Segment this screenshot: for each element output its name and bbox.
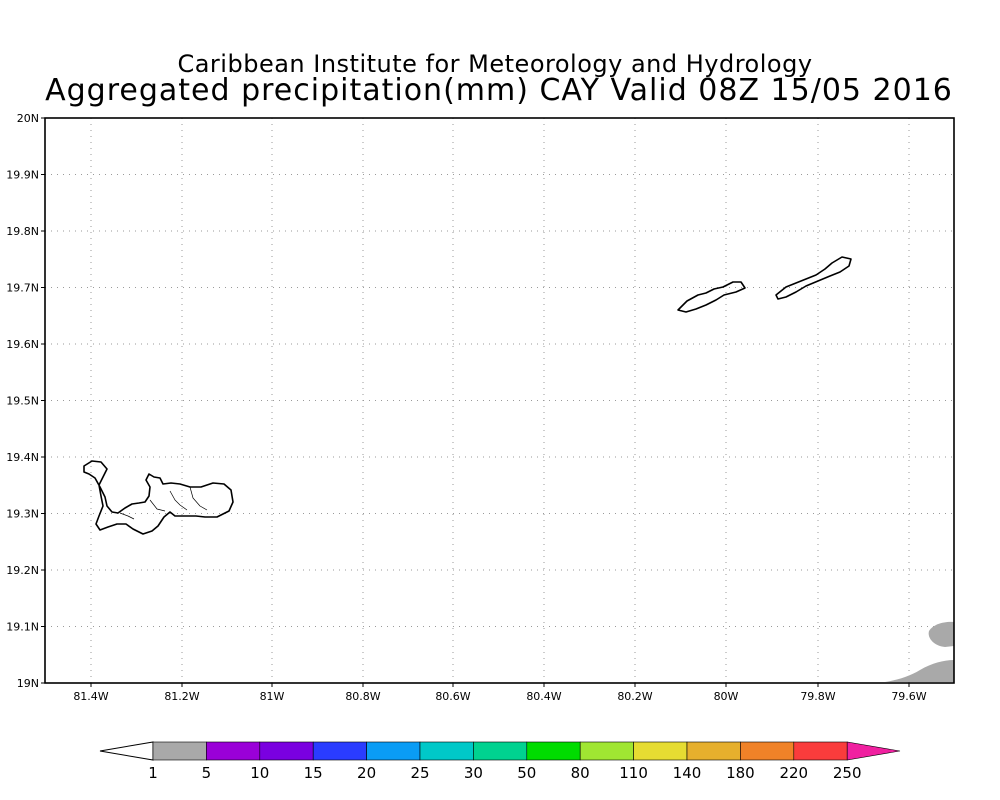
colorbar-swatch bbox=[473, 741, 528, 761]
lon-label: 81.2W bbox=[164, 690, 199, 703]
colorbar-label: 110 bbox=[619, 764, 648, 782]
precipitation-area bbox=[885, 621, 954, 682]
island-grand-cayman bbox=[83, 460, 234, 535]
map-gridlines bbox=[45, 118, 954, 683]
lon-label: 80W bbox=[714, 690, 739, 703]
islands bbox=[83, 256, 852, 535]
lon-label: 79.6W bbox=[891, 690, 926, 703]
colorbar-swatch bbox=[686, 741, 741, 761]
island-little-cayman bbox=[677, 281, 746, 313]
lat-label: 19N bbox=[17, 677, 39, 690]
colorbar-label: 5 bbox=[202, 764, 212, 782]
colorbar-max-arrow bbox=[846, 741, 901, 761]
latitude-axis: 20N 19.9N 19.8N 19.7N 19.6N 19.5N 19.4N 19.3N 19… bbox=[6, 112, 45, 690]
lat-label: 20N bbox=[17, 112, 39, 125]
longitude-axis: 81.4W 81.2W 81W 80.8W 80.6W 80.4W 80.2W 80W 79.8… bbox=[73, 683, 927, 703]
lat-label: 19.4N bbox=[6, 451, 39, 464]
colorbar-swatch bbox=[259, 741, 314, 761]
precipitation-colorbar: 1 5 10 15 20 25 30 50 80 110 140 180 220 250 bbox=[99, 741, 901, 782]
colorbar-label: 180 bbox=[726, 764, 755, 782]
colorbar-label: 220 bbox=[779, 764, 808, 782]
colorbar-swatch bbox=[206, 741, 261, 761]
island-cayman-brac bbox=[775, 256, 852, 300]
colorbar-swatch bbox=[526, 741, 581, 761]
colorbar-swatch bbox=[633, 741, 688, 761]
precipitation-blob-lower bbox=[885, 660, 954, 682]
lat-label: 19.8N bbox=[6, 225, 39, 238]
lat-label: 19.2N bbox=[6, 564, 39, 577]
colorbar-swatch bbox=[740, 741, 795, 761]
lon-label: 80.2W bbox=[617, 690, 652, 703]
lon-label: 81.4W bbox=[73, 690, 108, 703]
colorbar-swatch bbox=[793, 741, 848, 761]
lon-label: 81W bbox=[260, 690, 285, 703]
lat-label: 19.3N bbox=[6, 508, 39, 521]
colorbar-swatch bbox=[366, 741, 421, 761]
lat-label: 19.5N bbox=[6, 395, 39, 408]
lat-label: 19.9N bbox=[6, 169, 39, 182]
colorbar-label: 50 bbox=[517, 764, 536, 782]
colorbar-min-arrow bbox=[99, 741, 154, 761]
colorbar-label: 140 bbox=[673, 764, 702, 782]
colorbar-swatch bbox=[152, 741, 207, 761]
map-title-institute: Caribbean Institute for Meteorology and … bbox=[177, 50, 813, 78]
colorbar-label: 1 bbox=[148, 764, 158, 782]
colorbar-label: 30 bbox=[464, 764, 483, 782]
colorbar-swatch bbox=[312, 741, 367, 761]
colorbar-label: 10 bbox=[250, 764, 269, 782]
grand-cayman-districts bbox=[119, 486, 208, 520]
lat-label: 19.7N bbox=[6, 282, 39, 295]
lat-label: 19.1N bbox=[6, 621, 39, 634]
colorbar-label: 80 bbox=[571, 764, 590, 782]
lon-label: 80.4W bbox=[526, 690, 561, 703]
colorbar-label: 25 bbox=[410, 764, 429, 782]
lon-label: 79.8W bbox=[800, 690, 835, 703]
colorbar-label: 250 bbox=[833, 764, 862, 782]
colorbar-swatch bbox=[579, 741, 634, 761]
lat-label: 19.6N bbox=[6, 338, 39, 351]
lon-label: 80.6W bbox=[435, 690, 470, 703]
colorbar-label: 20 bbox=[357, 764, 376, 782]
lon-label: 80.8W bbox=[345, 690, 380, 703]
precipitation-blob-upper bbox=[928, 621, 954, 647]
colorbar-swatch bbox=[419, 741, 474, 761]
colorbar-label: 15 bbox=[304, 764, 323, 782]
map-title-product: Aggregated precipitation(mm) CAY Valid 0… bbox=[45, 73, 953, 108]
